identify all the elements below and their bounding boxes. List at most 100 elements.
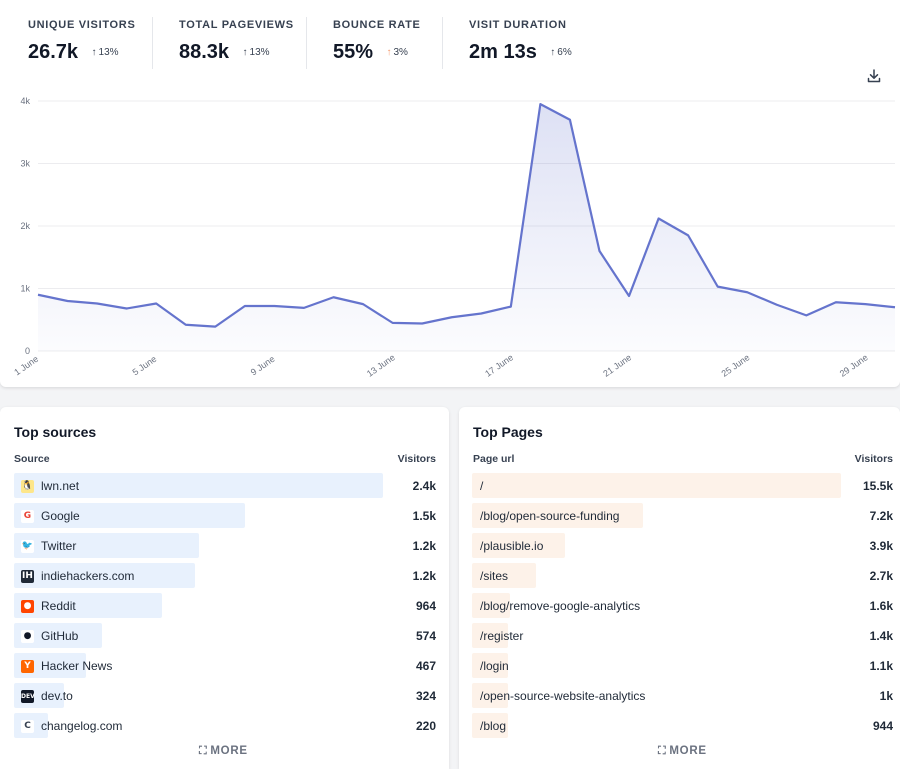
data-point[interactable] [744, 289, 750, 295]
source-row[interactable]: G Google 1.5k [0, 501, 449, 531]
arrow-up-icon: ↑ [550, 47, 556, 58]
page-row[interactable]: /blog/open-source-funding 7.2k [459, 501, 900, 531]
data-point[interactable] [803, 312, 809, 318]
page-url[interactable]: /plausible.io [480, 539, 544, 553]
source-name[interactable]: Hacker News [41, 659, 113, 673]
page-row[interactable]: /plausible.io 3.9k [459, 531, 900, 561]
page-url[interactable]: /login [480, 659, 509, 673]
data-point[interactable] [478, 311, 484, 317]
page-url[interactable]: /blog [480, 719, 507, 733]
visitors-bar [472, 623, 508, 648]
source-name[interactable]: indiehackers.com [41, 569, 135, 583]
more-pages-button[interactable]: ⛶ MORE [658, 745, 707, 757]
sources-list: 🐧 lwn.net 2.4k G Google 1.5k 🐦 Twitter 1.2k IH ind… [0, 471, 449, 741]
page-row[interactable]: /sites 2.7k [459, 561, 900, 591]
data-point[interactable] [212, 324, 218, 330]
x-tick-label: 25 June [720, 352, 752, 379]
page-row[interactable]: / 15.5k [459, 471, 900, 501]
page-url[interactable]: /blog/remove-google-analytics [480, 599, 641, 613]
visitors-bar [14, 473, 383, 498]
source-row[interactable]: 🐦 Twitter 1.2k [0, 531, 449, 561]
data-point[interactable] [862, 301, 868, 307]
visitors-bar [14, 563, 195, 588]
source-name[interactable]: Google [41, 509, 80, 523]
data-point[interactable] [301, 305, 307, 311]
page-visitors: 1.1k [869, 659, 893, 673]
visitors-chart[interactable]: 0 1k 2k 3k 4k 1 June 5 June 9 June 13 June 17 Jun… [0, 88, 900, 387]
source-row[interactable]: 🐧 lwn.net 2.4k [0, 471, 449, 501]
stat-total-pageviews[interactable]: TOTAL PAGEVIEWS 88.3k ↑ 13% [179, 19, 294, 71]
data-point[interactable] [449, 314, 455, 320]
page-url[interactable]: /open-source-website-analytics [480, 689, 646, 703]
visitors-bar [472, 683, 508, 708]
download-icon[interactable] [866, 68, 882, 84]
data-point[interactable] [537, 101, 543, 107]
source-visitors: 220 [415, 719, 436, 733]
data-point[interactable] [153, 301, 159, 307]
data-point[interactable] [65, 298, 71, 304]
page-visitors: 1.4k [869, 629, 893, 643]
source-name[interactable]: Reddit [41, 599, 76, 613]
data-point[interactable] [35, 292, 41, 298]
data-point[interactable] [892, 304, 898, 310]
stat-change: ↑ 13% [242, 47, 270, 58]
visitors-line[interactable] [37, 103, 896, 328]
data-point[interactable] [390, 320, 396, 326]
source-row[interactable]: DEV dev.to 324 [0, 681, 449, 711]
page-row[interactable]: /blog 944 [459, 711, 900, 741]
data-point[interactable] [508, 304, 514, 310]
stat-unique-visitors[interactable]: UNIQUE VISITORS 26.7k ↑ 13% [28, 19, 135, 71]
page-url[interactable]: /blog/open-source-funding [480, 509, 620, 523]
data-point[interactable] [626, 293, 632, 299]
data-point[interactable] [271, 303, 277, 309]
stat-value: 55% [333, 41, 374, 63]
data-point[interactable] [124, 306, 130, 312]
devto-icon: DEV [21, 690, 35, 703]
data-point[interactable] [567, 117, 573, 123]
source-visitors: 467 [415, 659, 436, 673]
stat-bounce-rate[interactable]: BOUNCE RATE 55% ↑ 3% [333, 19, 421, 71]
data-point[interactable] [242, 303, 248, 309]
panel-title: Top Pages [473, 424, 543, 440]
source-name[interactable]: GitHub [41, 629, 79, 643]
source-name[interactable]: lwn.net [41, 479, 80, 493]
data-point[interactable] [833, 299, 839, 305]
data-point[interactable] [656, 216, 662, 222]
stat-label: TOTAL PAGEVIEWS [179, 19, 294, 31]
data-point[interactable] [360, 301, 366, 307]
data-point[interactable] [774, 302, 780, 308]
y-tick-label: 0 [25, 346, 30, 356]
source-name[interactable]: dev.to [41, 689, 73, 703]
column-header-visitors: Visitors [397, 453, 436, 465]
page-visitors: 1.6k [869, 599, 893, 613]
source-name[interactable]: changelog.com [41, 719, 123, 733]
more-sources-button[interactable]: ⛶ MORE [199, 745, 248, 757]
page-url[interactable]: /register [480, 629, 524, 643]
page-visitors: 944 [872, 719, 893, 733]
data-point[interactable] [685, 232, 691, 238]
source-row[interactable]: ● Reddit 964 [0, 591, 449, 621]
source-visitors: 2.4k [412, 479, 436, 493]
data-point[interactable] [419, 321, 425, 327]
source-visitors: 324 [415, 689, 436, 703]
data-point[interactable] [94, 301, 100, 307]
stat-visit-duration[interactable]: VISIT DURATION 2m 13s ↑ 6% [469, 19, 572, 71]
data-point[interactable] [331, 294, 337, 300]
page-row[interactable]: /register 1.4k [459, 621, 900, 651]
indiehackers-icon: IH [21, 570, 34, 583]
page-row[interactable]: /open-source-website-analytics 1k [459, 681, 900, 711]
source-row[interactable]: ● GitHub 574 [0, 621, 449, 651]
data-point[interactable] [715, 284, 721, 290]
page-url[interactable]: / [480, 479, 484, 493]
page-row[interactable]: /login 1.1k [459, 651, 900, 681]
source-row[interactable]: IH indiehackers.com 1.2k [0, 561, 449, 591]
source-row[interactable]: Y Hacker News 467 [0, 651, 449, 681]
visitors-bar [472, 593, 510, 618]
data-point[interactable] [596, 248, 602, 254]
page-url[interactable]: /sites [480, 569, 509, 583]
data-point[interactable] [183, 322, 189, 328]
source-name[interactable]: Twitter [41, 539, 77, 553]
page-row[interactable]: /blog/remove-google-analytics 1.6k [459, 591, 900, 621]
source-visitors: 964 [415, 599, 436, 613]
